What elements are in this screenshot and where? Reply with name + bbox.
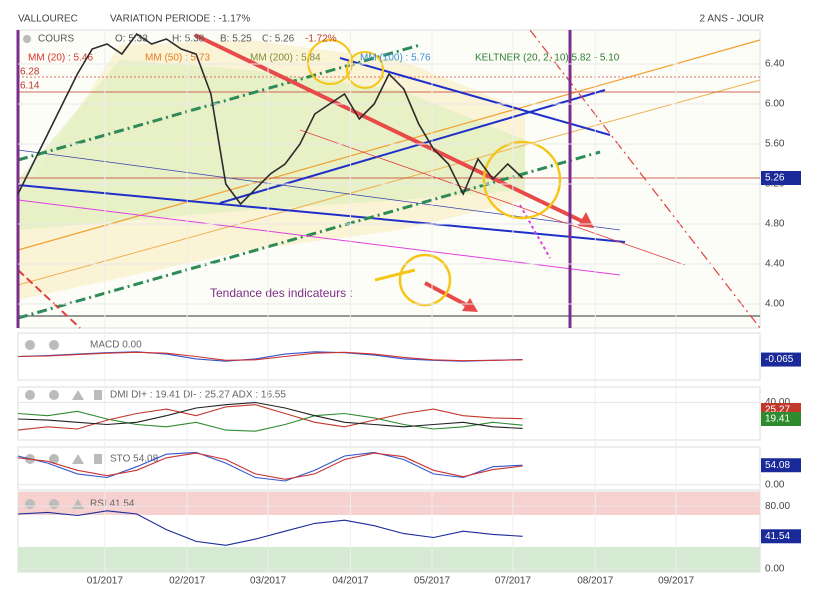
last-value-label: 41.54 — [765, 531, 790, 542]
legend-entry: -1.72% — [305, 34, 337, 45]
x-tick-label: 05/2017 — [414, 576, 451, 587]
series-line — [17, 410, 523, 432]
period-selector[interactable]: 2 ANS - JOUR — [700, 14, 764, 25]
annotation: Tendance des indicateurs : — [210, 286, 353, 300]
series-line — [17, 404, 523, 431]
y-tick-label: 4.40 — [765, 259, 785, 270]
dmi-panel — [17, 386, 761, 441]
x-tick-label: 09/2017 — [658, 576, 695, 587]
drawings — [16, 29, 761, 329]
legend-entry: MM (20) : 5.46 — [28, 53, 93, 64]
last-value-label: 25.27 — [765, 405, 790, 416]
rsi-overbought — [18, 492, 760, 515]
level-label: 6.28 — [20, 67, 40, 78]
last-value-box — [761, 529, 801, 544]
keltner-band — [18, 60, 525, 230]
y-tick-label: 80.00 — [765, 501, 790, 512]
y-tick-label: 0.00 — [765, 479, 785, 490]
y-tick-label: 6.40 — [765, 59, 785, 70]
indicator-title: MACD 0.00 — [90, 340, 142, 351]
x-tick-label: 08/2017 — [577, 576, 614, 587]
stock-name: VALLOUREC — [18, 14, 78, 25]
x-tick-label: 02/2017 — [169, 576, 206, 587]
y-tick-label: 40.00 — [765, 397, 790, 408]
x-tick-label: 07/2017 — [495, 576, 532, 587]
x-tick-label: 01/2017 — [87, 576, 124, 587]
legend-entry: C: 5.26 — [262, 34, 295, 45]
legend-entry: COURS — [38, 34, 74, 45]
last-value-label: 19.41 — [765, 414, 790, 425]
legend-entry: MM (100) : 5.76 — [360, 53, 431, 64]
last-value-box — [761, 458, 801, 473]
series-line — [17, 451, 523, 482]
legend-entry: O: 5.33 — [115, 34, 148, 45]
level-label: 6.14 — [20, 81, 40, 92]
indicator-title: RSI 41.54 — [90, 499, 135, 510]
y-tick-label: 5.60 — [765, 139, 785, 150]
y-tick-label: 4.00 — [765, 299, 785, 310]
y-tick-label: 0.00 — [765, 564, 785, 575]
x-tick-label: 04/2017 — [332, 576, 369, 587]
legend-entry: B: 5.25 — [220, 34, 252, 45]
series-line — [17, 32, 524, 206]
last-value-label: 54.08 — [765, 460, 790, 471]
series-line — [17, 452, 523, 480]
x-tick-label: 03/2017 — [250, 576, 287, 587]
indicator-title: DMI DI+ : 19.41 DI- : 25.27 ADX : 16.55 — [110, 390, 286, 401]
series-line — [17, 401, 523, 429]
rsi-oversold — [18, 547, 760, 572]
legend-entry: H: 5.38 — [172, 34, 205, 45]
period-variation: VARIATION PERIODE : -1.17% — [110, 14, 250, 25]
indicator-title: STO 54.08 — [110, 454, 159, 465]
legend-entry: MM (200) : 5.84 — [250, 53, 321, 64]
last-value-box — [761, 412, 801, 426]
last-value-box — [761, 352, 801, 367]
last-value-label: 5.26 — [765, 173, 785, 184]
series-line — [17, 510, 523, 546]
legend-entry: MM (50) : 5.73 — [145, 53, 210, 64]
last-value-box — [761, 171, 801, 185]
y-tick-label: 6.00 — [765, 99, 785, 110]
last-value-label: -0.065 — [765, 354, 794, 365]
y-tick-label: 4.80 — [765, 219, 785, 230]
legend-entry: KELTNER (20, 2, 10) 5.82 - 5.10 — [475, 53, 620, 64]
series-line — [17, 351, 523, 362]
